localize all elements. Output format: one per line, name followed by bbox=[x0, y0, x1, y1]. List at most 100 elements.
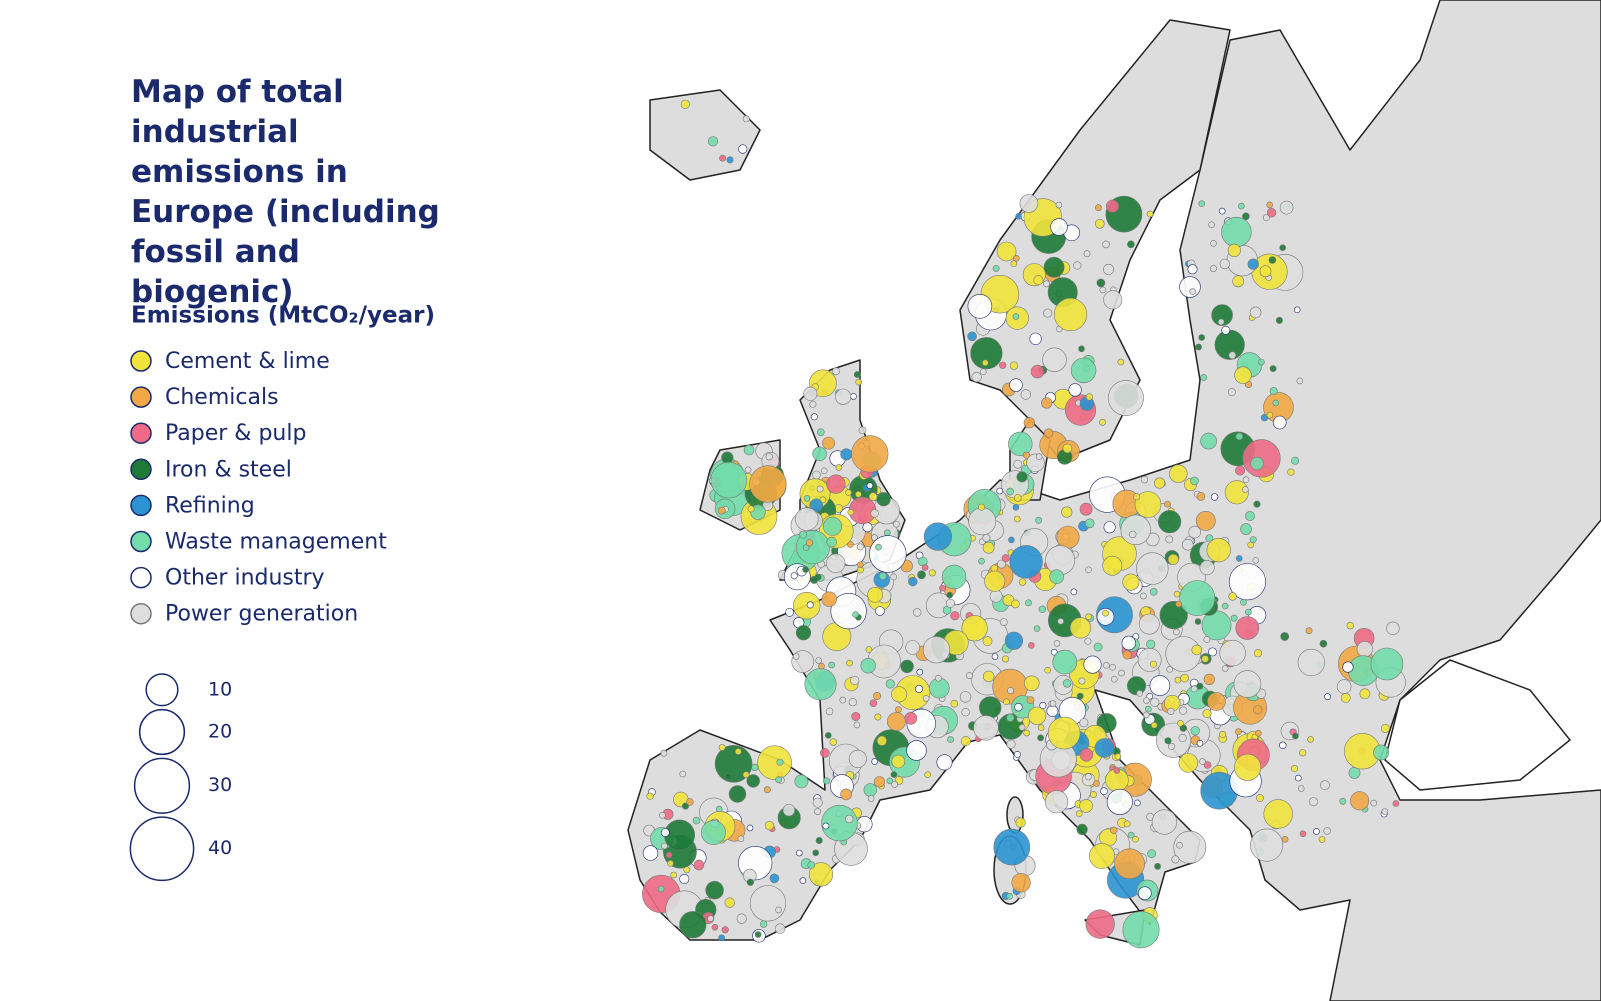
facility-dot bbox=[869, 699, 878, 708]
facility-dot bbox=[959, 691, 972, 703]
facility-dot bbox=[1209, 265, 1217, 273]
facility-dot bbox=[1006, 892, 1013, 900]
facility-dot bbox=[1109, 663, 1116, 671]
facility-dot bbox=[967, 293, 993, 319]
facility-dot bbox=[1176, 841, 1183, 849]
facility-dot bbox=[774, 923, 786, 934]
facility-dot bbox=[1006, 687, 1014, 695]
legend-swatch bbox=[130, 530, 152, 553]
facility-dot bbox=[906, 740, 927, 761]
facility-dot bbox=[1196, 739, 1204, 747]
facility-dot bbox=[1247, 258, 1259, 270]
facility-dot bbox=[1266, 411, 1274, 419]
facility-dot bbox=[657, 885, 665, 893]
facility-dot bbox=[968, 507, 997, 536]
facility-dot bbox=[1001, 554, 1010, 563]
facility-dot bbox=[1266, 201, 1273, 209]
facility-dot bbox=[721, 451, 734, 464]
legend-label: Chemicals bbox=[165, 385, 279, 410]
facility-dot bbox=[914, 684, 923, 693]
facility-dot bbox=[1240, 598, 1247, 606]
facility-dot bbox=[893, 520, 900, 528]
facility-dot bbox=[808, 862, 834, 887]
facility-dot bbox=[1015, 213, 1022, 220]
facility-dot bbox=[1079, 799, 1093, 813]
facility-dot bbox=[765, 453, 773, 461]
facility-dot bbox=[996, 487, 1004, 495]
facility-dot bbox=[1269, 387, 1278, 396]
facility-dot bbox=[1180, 673, 1189, 683]
legend: Cement & lime Chemicals Paper & pulp Iron &… bbox=[130, 349, 387, 627]
facility-dot bbox=[754, 931, 762, 938]
facility-dot bbox=[999, 618, 1008, 626]
facility-dot bbox=[1138, 613, 1160, 635]
facility-dot bbox=[848, 698, 857, 707]
facility-dot bbox=[825, 707, 834, 716]
facility-dot bbox=[840, 788, 852, 801]
facility-dot bbox=[1133, 493, 1141, 501]
facility-dot bbox=[1103, 263, 1115, 275]
facility-dot bbox=[1069, 617, 1092, 639]
facility-dot bbox=[1210, 240, 1217, 247]
facility-dot bbox=[728, 785, 747, 803]
facility-dot bbox=[923, 522, 953, 551]
facility-dot bbox=[945, 598, 956, 608]
facility-dot bbox=[721, 926, 729, 934]
size-label: 40 bbox=[208, 837, 232, 859]
facility-dot bbox=[883, 529, 891, 537]
facility-dot bbox=[1027, 706, 1047, 725]
facility-dot bbox=[1181, 538, 1194, 551]
facility-dot bbox=[1287, 468, 1295, 476]
legend-label: Cement & lime bbox=[165, 349, 330, 374]
facility-dot bbox=[1062, 443, 1073, 454]
facility-dot bbox=[734, 748, 742, 755]
facility-dot bbox=[873, 691, 882, 700]
facility-dot bbox=[1096, 607, 1115, 626]
facility-dot bbox=[1221, 325, 1231, 335]
facility-dot bbox=[1037, 734, 1044, 742]
facility-dot bbox=[810, 413, 818, 421]
facility-dot bbox=[1056, 525, 1080, 549]
facility-dot bbox=[1336, 679, 1352, 694]
size-circle bbox=[129, 816, 195, 882]
iceland bbox=[649, 89, 761, 181]
facility-dot bbox=[670, 871, 678, 879]
facility-dot bbox=[891, 686, 908, 703]
facility-dot bbox=[1143, 697, 1150, 704]
facility-dot bbox=[1102, 240, 1110, 249]
facility-dot bbox=[850, 675, 860, 686]
facility-dot bbox=[1012, 313, 1020, 320]
facility-dot bbox=[1340, 693, 1351, 703]
facility-dot bbox=[1253, 705, 1263, 715]
facility-dot bbox=[904, 711, 918, 725]
facility-dot bbox=[1113, 767, 1121, 774]
facility-dot bbox=[1203, 673, 1215, 686]
facility-dot bbox=[978, 557, 985, 565]
facility-dot bbox=[828, 661, 835, 669]
legend-swatch bbox=[130, 602, 152, 625]
facility-dot bbox=[710, 461, 747, 499]
facility-dot bbox=[1111, 675, 1118, 683]
facility-dot bbox=[1147, 849, 1156, 859]
facility-dot bbox=[993, 828, 1031, 866]
facility-dot bbox=[1166, 665, 1173, 673]
facility-dot bbox=[1033, 275, 1044, 286]
facility-dot bbox=[1022, 451, 1031, 459]
facility-dot bbox=[1094, 738, 1115, 758]
size-label: 30 bbox=[208, 774, 232, 796]
facility-dot bbox=[878, 571, 887, 580]
facility-dot bbox=[1201, 655, 1209, 663]
facility-dot bbox=[686, 798, 694, 806]
facility-dot bbox=[1272, 399, 1280, 407]
facility-dot bbox=[1106, 788, 1133, 815]
facility-dot bbox=[1245, 511, 1255, 521]
facility-dot bbox=[1089, 843, 1115, 869]
facility-dot bbox=[816, 428, 825, 437]
facility-dot bbox=[1168, 742, 1176, 750]
facility-dot bbox=[1392, 800, 1400, 807]
facility-dot bbox=[1232, 275, 1245, 288]
facility-dot bbox=[870, 509, 879, 518]
facility-dot bbox=[1103, 521, 1116, 534]
facility-dot bbox=[1140, 475, 1149, 484]
facility-dot bbox=[1085, 566, 1092, 574]
